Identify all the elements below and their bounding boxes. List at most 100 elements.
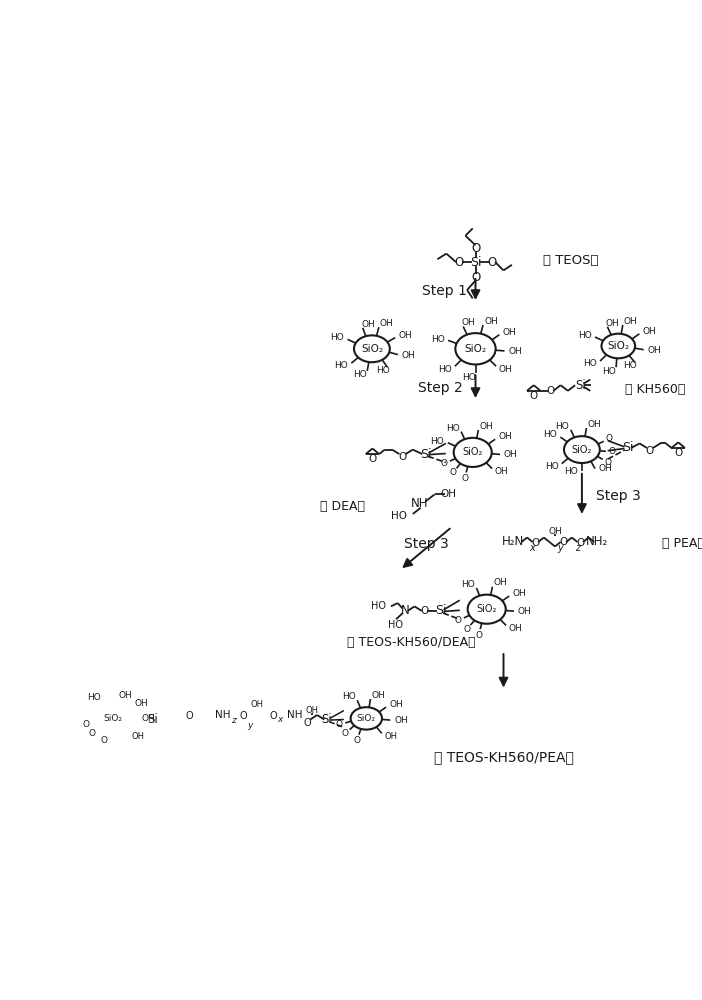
Text: HO: HO: [555, 422, 569, 431]
Text: OH: OH: [305, 706, 319, 715]
Text: O: O: [399, 452, 407, 462]
Text: （ KH560）: （ KH560）: [625, 383, 685, 396]
Text: O: O: [546, 386, 555, 396]
Text: OH: OH: [440, 489, 456, 499]
Text: OH: OH: [647, 346, 661, 355]
Text: O: O: [185, 711, 193, 721]
Text: OH: OH: [461, 318, 475, 327]
Text: OH: OH: [399, 331, 412, 340]
Text: （ DEA）: （ DEA）: [319, 500, 365, 513]
Text: SiO₂: SiO₂: [477, 604, 497, 614]
Text: NH: NH: [411, 497, 428, 510]
Text: Si: Si: [470, 256, 482, 269]
Text: HO: HO: [353, 370, 366, 379]
Ellipse shape: [564, 436, 600, 463]
Text: NH: NH: [216, 710, 231, 720]
Text: HO: HO: [543, 430, 557, 439]
Text: NH: NH: [287, 710, 303, 720]
Text: OH: OH: [380, 319, 394, 328]
Text: OH: OH: [509, 624, 522, 633]
Text: OH: OH: [599, 464, 613, 473]
Text: HO: HO: [376, 366, 390, 375]
Text: O: O: [576, 538, 584, 548]
Text: HO: HO: [388, 620, 404, 630]
Text: O: O: [559, 537, 567, 547]
Text: （ TEOS-KH560/DEA）: （ TEOS-KH560/DEA）: [347, 636, 475, 649]
Text: HO: HO: [335, 361, 348, 370]
Text: OH: OH: [362, 320, 375, 329]
Text: HO: HO: [330, 333, 344, 342]
Text: O: O: [488, 256, 497, 269]
Text: Si: Si: [622, 441, 634, 454]
Text: z: z: [231, 716, 235, 725]
Text: HO: HO: [88, 693, 101, 702]
Text: O: O: [270, 711, 277, 721]
Text: O: O: [353, 736, 360, 745]
Text: HO: HO: [623, 361, 637, 370]
Text: OH: OH: [495, 467, 509, 476]
Text: HO: HO: [583, 359, 597, 368]
Ellipse shape: [350, 707, 382, 730]
Text: OH: OH: [118, 691, 132, 700]
Text: HO: HO: [390, 511, 406, 521]
Text: SiO₂: SiO₂: [465, 344, 486, 354]
Text: SiO₂: SiO₂: [104, 714, 123, 723]
Text: O: O: [420, 606, 429, 616]
Text: OH: OH: [402, 351, 416, 360]
Text: OH: OH: [135, 699, 148, 708]
Text: Step 3: Step 3: [597, 489, 641, 503]
Text: Si: Si: [322, 713, 333, 726]
Text: OH: OH: [606, 319, 619, 328]
Text: OH: OH: [642, 327, 656, 336]
Text: OH: OH: [587, 420, 601, 429]
Ellipse shape: [456, 333, 496, 364]
Text: OH: OH: [484, 317, 498, 326]
Text: O: O: [604, 458, 611, 467]
Text: HO: HO: [431, 335, 444, 344]
Text: O: O: [449, 468, 456, 477]
Text: HO: HO: [461, 580, 475, 589]
Text: OH: OH: [131, 732, 144, 741]
Text: OH: OH: [518, 607, 531, 616]
Ellipse shape: [98, 707, 129, 730]
Text: O: O: [83, 720, 90, 729]
Text: O: O: [441, 459, 448, 468]
Text: Si: Si: [147, 713, 158, 726]
Text: H₂N: H₂N: [502, 535, 524, 548]
Ellipse shape: [354, 335, 390, 362]
Text: OH: OH: [389, 700, 403, 709]
Text: Si: Si: [576, 379, 586, 392]
Text: OH: OH: [512, 589, 526, 598]
Text: （ TEOS）: （ TEOS）: [543, 254, 598, 267]
Text: Si: Si: [420, 448, 432, 461]
Text: O: O: [531, 538, 540, 548]
Text: O: O: [461, 474, 468, 483]
Text: O: O: [454, 256, 463, 269]
Text: HO: HO: [438, 365, 452, 374]
Text: HO: HO: [430, 437, 444, 446]
Text: O: O: [463, 625, 470, 634]
Text: O: O: [455, 616, 462, 625]
Text: OH: OH: [623, 317, 637, 326]
Ellipse shape: [602, 334, 635, 358]
Ellipse shape: [453, 438, 491, 467]
Text: x: x: [277, 715, 282, 724]
Text: y: y: [247, 721, 253, 730]
Text: Si: Si: [435, 604, 446, 617]
Text: HO: HO: [342, 692, 356, 701]
Text: OH: OH: [384, 732, 397, 741]
Text: x: x: [530, 543, 536, 553]
Text: OH: OH: [508, 347, 522, 356]
Text: O: O: [529, 391, 538, 401]
Text: y: y: [558, 543, 564, 553]
Text: OH: OH: [504, 450, 517, 459]
Text: O: O: [88, 729, 95, 738]
Text: O: O: [239, 711, 247, 721]
Text: OH: OH: [479, 422, 493, 431]
Text: N: N: [401, 604, 409, 617]
Text: Step 2: Step 2: [418, 381, 463, 395]
Text: z: z: [575, 543, 580, 553]
Text: HO: HO: [371, 601, 387, 611]
Text: O: O: [100, 736, 107, 745]
Text: O: O: [471, 242, 480, 255]
